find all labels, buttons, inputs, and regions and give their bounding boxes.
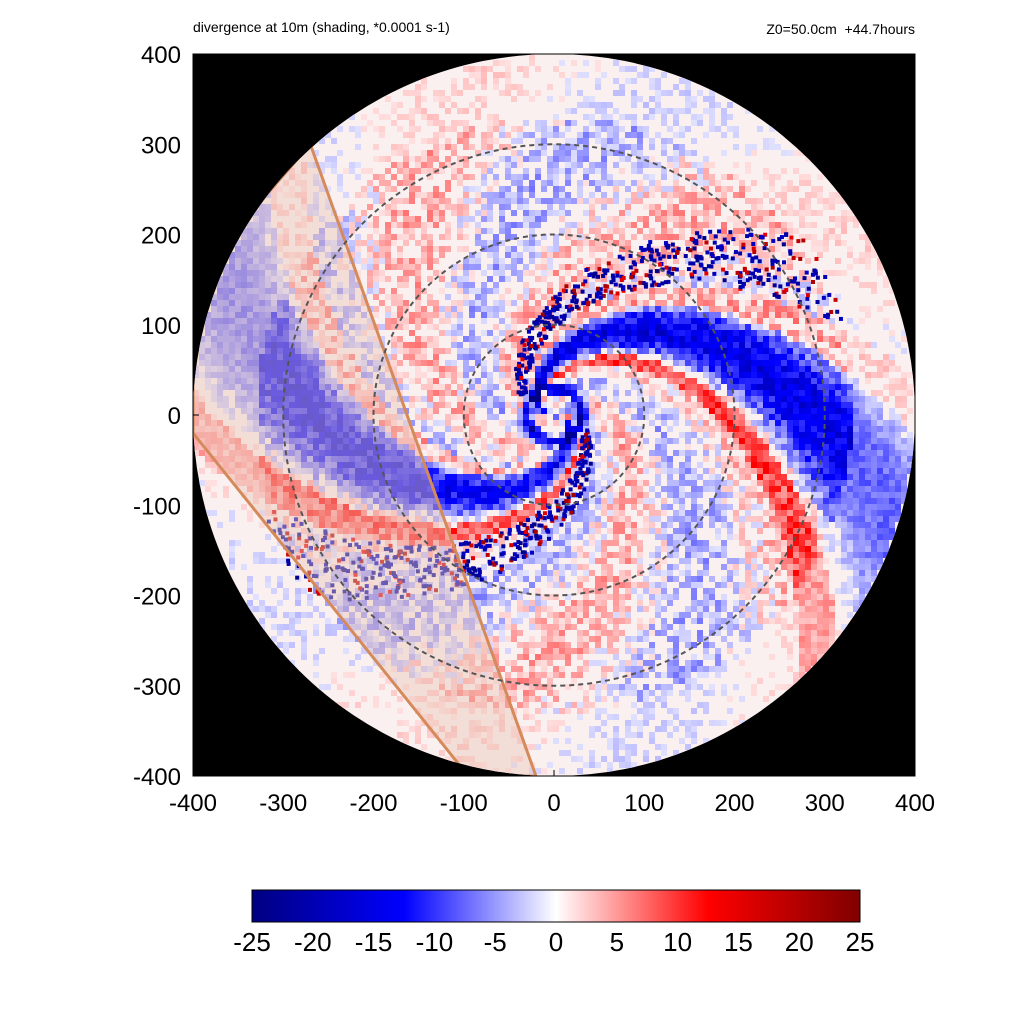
colorbar-tick-label: 0 xyxy=(549,927,563,957)
colorbar-tick-label: -15 xyxy=(355,927,393,957)
colorbar-tick-label: -20 xyxy=(294,927,332,957)
range-ring xyxy=(462,323,646,507)
y-tick-label: 200 xyxy=(141,223,181,250)
colorbar-tick-label: -25 xyxy=(233,927,271,957)
colorbar-tick-label: 10 xyxy=(663,927,692,957)
range-ring xyxy=(282,143,826,687)
x-tick-label: -400 xyxy=(169,790,217,817)
x-tick-label: 300 xyxy=(805,790,845,817)
x-tick-label: 100 xyxy=(624,790,664,817)
colorbar-tick-label: 20 xyxy=(785,927,814,957)
colorbar-tick-label: -10 xyxy=(416,927,454,957)
y-tick-label: 0 xyxy=(168,403,181,430)
range-ring xyxy=(372,233,736,597)
colorbar-tick-label: 15 xyxy=(724,927,753,957)
x-tick-label: 400 xyxy=(895,790,935,817)
colorbar-tick-label: 25 xyxy=(846,927,875,957)
y-tick-label: -200 xyxy=(133,584,181,611)
x-tick-label: 200 xyxy=(714,790,754,817)
colorbar-tick-label: -5 xyxy=(484,927,507,957)
x-tick-label: -300 xyxy=(259,790,307,817)
colorbar xyxy=(251,889,861,923)
x-tick-label: 0 xyxy=(547,790,560,817)
plot-area xyxy=(193,54,915,776)
x-tick-label: -100 xyxy=(440,790,488,817)
colorbar-tick-label: 5 xyxy=(610,927,624,957)
y-tick-label: -400 xyxy=(133,764,181,791)
run-info: Z0=50.0cm +44.7hours xyxy=(766,21,915,37)
y-tick-label: 300 xyxy=(141,132,181,159)
chart-title: divergence at 10m (shading, *0.0001 s-1) xyxy=(193,19,450,35)
y-tick-label: -100 xyxy=(133,493,181,520)
y-tick-label: 100 xyxy=(141,313,181,340)
y-tick-label: 400 xyxy=(141,42,181,69)
y-tick-label: -300 xyxy=(133,674,181,701)
x-tick-label: -200 xyxy=(349,790,397,817)
